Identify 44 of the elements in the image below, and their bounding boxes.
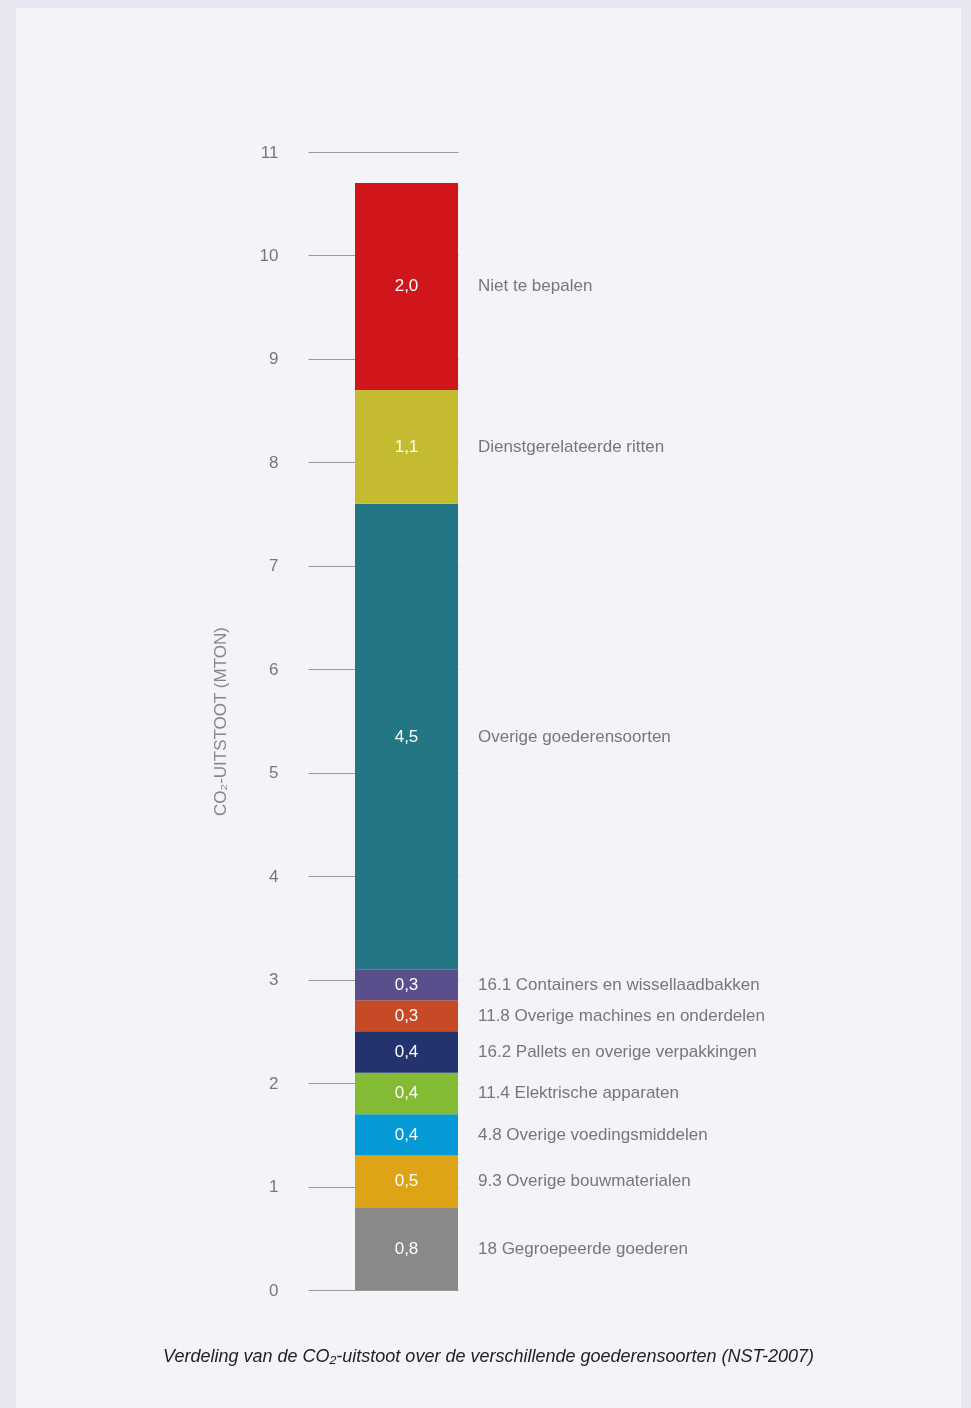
series-label: Dienstgerelateerde ritten	[478, 436, 665, 456]
series-label: 11.8 Overige machines en onderdelen	[478, 1005, 765, 1025]
data-label: 0,4	[394, 1124, 419, 1144]
bar	[355, 503, 458, 970]
y-tick-label: 2	[269, 1073, 279, 1093]
series-label: Niet te bepalen	[478, 276, 593, 296]
data-label: 4,5	[394, 726, 419, 746]
y-axis-title: CO₂-UITSTOOT (MTON)	[210, 627, 230, 816]
y-tick-label: 10	[259, 245, 279, 265]
y-tick-label: 11	[260, 142, 279, 162]
data-label: 0,4	[394, 1042, 419, 1062]
y-tick-label: 4	[269, 866, 279, 886]
y-tick-label: 1	[269, 1177, 279, 1197]
data-label: 0,3	[394, 974, 419, 994]
series-label: 4.8 Overige voedingsmiddelen	[478, 1124, 708, 1144]
text: Verdeling van de CO₂-uitstoot over de verschillende goederensoorten (NST-2007)	[162, 1346, 815, 1367]
bar	[355, 1031, 458, 1073]
series-label: 18 Gegroepeerde goederen	[478, 1238, 688, 1258]
series-label: 9.3 Overige bouwmaterialen	[478, 1171, 691, 1191]
y-tick-label: 3	[269, 970, 279, 990]
data-label: 0,3	[394, 1005, 419, 1025]
series-label: 16.1 Containers en wissellaadbakken	[478, 974, 760, 994]
bar	[355, 1114, 458, 1156]
bar	[355, 1207, 458, 1290]
data-label: 0,8	[394, 1238, 419, 1258]
bar	[355, 1072, 458, 1115]
bar	[355, 1155, 458, 1208]
y-tick-label: 9	[269, 349, 279, 369]
bar	[355, 1000, 458, 1032]
bar	[355, 389, 458, 504]
y-tick-label: 5	[269, 763, 279, 783]
data-label: 0,5	[394, 1171, 419, 1191]
y-tick-label: 0	[269, 1280, 279, 1300]
data-label: 2,0	[394, 276, 419, 296]
series-label: 16.2 Pallets en overige verpakkingen	[478, 1042, 757, 1062]
data-label: 1,1	[394, 436, 419, 456]
y-tick-label: 6	[269, 659, 279, 679]
series-label: 11.4 Elektrische apparaten	[478, 1083, 679, 1103]
y-tick-label: 8	[269, 452, 279, 472]
bar	[355, 183, 458, 390]
series-label: Overige goederensoorten	[478, 726, 671, 746]
data-label: 0,4	[394, 1083, 419, 1103]
y-tick-label: 7	[269, 556, 279, 576]
bar	[355, 969, 458, 1001]
